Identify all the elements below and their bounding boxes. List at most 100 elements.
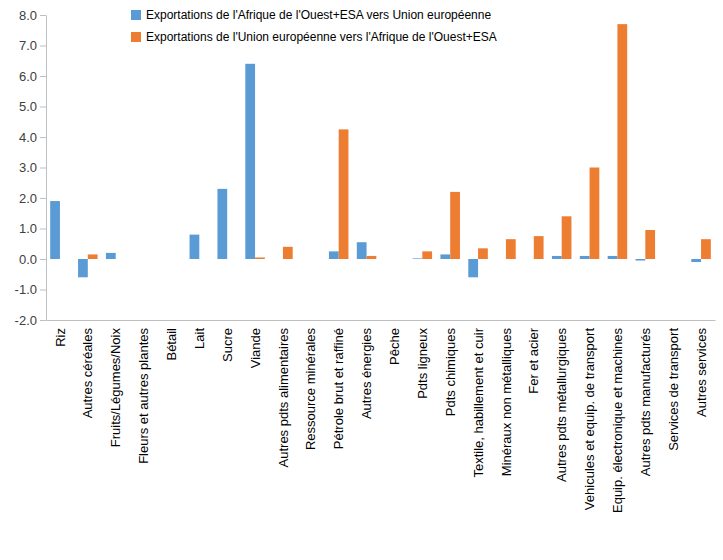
y-tick-label: 8.0 bbox=[19, 8, 37, 23]
y-tick-label: 2.0 bbox=[19, 191, 37, 206]
bar bbox=[385, 259, 395, 260]
legend: Exportations de l'Afrique de l'Ouest+ESA… bbox=[131, 8, 497, 44]
y-tick-mark bbox=[40, 76, 46, 77]
y-tick-mark bbox=[40, 229, 46, 230]
x-tick: Sucre bbox=[220, 320, 235, 362]
bar bbox=[367, 256, 377, 259]
bar bbox=[50, 201, 60, 259]
x-tick: Autres pdts alimentaires bbox=[275, 320, 290, 467]
y-axis-line bbox=[46, 16, 47, 321]
x-tick-label: Pdts ligneux bbox=[415, 328, 430, 399]
x-tick: Autres pdts manufacturés bbox=[638, 320, 653, 476]
bar bbox=[162, 259, 172, 260]
x-tick-label: Ressource minérales bbox=[303, 328, 318, 451]
y-tick: -2.0 bbox=[15, 313, 46, 328]
y-tick-label: 7.0 bbox=[19, 38, 37, 53]
y-tick-mark bbox=[40, 107, 46, 108]
y-tick: 1.0 bbox=[19, 221, 46, 236]
legend-entry: Exportations de l'Afrique de l'Ouest+ESA… bbox=[131, 8, 491, 22]
y-tick: -1.0 bbox=[15, 282, 46, 297]
bar bbox=[636, 259, 646, 261]
x-tick: Fruits/Légumes/Noix bbox=[108, 320, 123, 447]
x-tick: Fleurs et autres plantes bbox=[136, 320, 151, 464]
x-tick: Textile, habillement et cuir bbox=[471, 320, 486, 478]
bar bbox=[440, 254, 450, 259]
x-tick: Viande bbox=[248, 320, 263, 368]
bar bbox=[245, 64, 255, 259]
x-tick-label: Autres pdts manufacturés bbox=[638, 328, 653, 477]
bar bbox=[116, 259, 126, 260]
bar bbox=[144, 259, 154, 260]
x-tick-label: Fruits/Légumes/Noix bbox=[108, 328, 123, 448]
x-tick: Autres services bbox=[694, 320, 709, 417]
x-tick-label: Textile, habillement et cuir bbox=[471, 327, 486, 477]
bar bbox=[645, 230, 655, 259]
bar bbox=[673, 259, 683, 260]
bar bbox=[106, 253, 116, 259]
y-tick-label: -1.0 bbox=[15, 282, 37, 297]
x-tick-label: Equip. électronique et machines bbox=[610, 328, 625, 514]
y-tick-mark bbox=[40, 168, 46, 169]
bar bbox=[60, 259, 70, 260]
y-tick-mark bbox=[40, 259, 46, 260]
x-tick-label: Autres énergies bbox=[359, 328, 374, 420]
bar bbox=[468, 259, 478, 277]
x-tick: Autres pdts métallurgiques bbox=[554, 320, 569, 482]
bar bbox=[413, 258, 423, 260]
x-tick-label: Autres pdts alimentaires bbox=[275, 328, 290, 468]
x-tick-label: Autres céréales bbox=[80, 328, 95, 419]
x-tick: Pétrole brut et raffiné bbox=[331, 320, 346, 449]
y-tick-mark bbox=[40, 15, 46, 16]
x-tick-label: Autres services bbox=[694, 328, 709, 417]
bar bbox=[357, 242, 367, 259]
bar bbox=[450, 192, 460, 259]
bar bbox=[663, 259, 673, 260]
bar-series bbox=[88, 24, 711, 259]
bar bbox=[617, 24, 627, 259]
x-tick-label: Lait bbox=[192, 328, 207, 349]
bar-series bbox=[50, 64, 701, 277]
y-tick-mark bbox=[40, 290, 46, 291]
x-tick-label: Services de transport bbox=[666, 328, 681, 451]
x-tick-label: Viande bbox=[248, 328, 263, 368]
bar bbox=[273, 259, 283, 260]
x-tick: Pdts chimiques bbox=[443, 320, 458, 416]
x-tick-label: Fleurs et autres plantes bbox=[136, 328, 151, 464]
y-tick-label: 5.0 bbox=[19, 99, 37, 114]
x-tick-label: Pêche bbox=[387, 328, 402, 365]
bar bbox=[608, 256, 618, 259]
plot: -2.0-1.00.01.02.03.04.05.06.07.08.0RizAu… bbox=[15, 8, 716, 513]
bar bbox=[562, 216, 572, 259]
bar bbox=[199, 259, 209, 260]
bar bbox=[506, 239, 516, 259]
y-tick-mark bbox=[40, 198, 46, 199]
legend-swatch bbox=[131, 32, 141, 42]
y-tick: 8.0 bbox=[19, 8, 46, 23]
y-tick: 0.0 bbox=[19, 252, 46, 267]
bar bbox=[590, 168, 600, 260]
x-tick: Vehicules et equip. de transport bbox=[582, 320, 597, 510]
x-tick: Fer et acier bbox=[526, 320, 541, 394]
bar bbox=[329, 251, 339, 259]
bar bbox=[227, 259, 237, 260]
bar bbox=[478, 248, 488, 259]
x-tick-label: Sucre bbox=[220, 328, 235, 362]
y-tick: 2.0 bbox=[19, 191, 46, 206]
chart-svg: -2.0-1.00.01.02.03.04.05.06.07.08.0RizAu… bbox=[0, 0, 723, 560]
bar bbox=[301, 259, 311, 260]
bar bbox=[255, 257, 265, 259]
y-tick-mark bbox=[40, 137, 46, 138]
y-tick: 7.0 bbox=[19, 38, 46, 53]
x-tick: Bétail bbox=[164, 320, 179, 361]
bar bbox=[283, 247, 293, 259]
x-tick-label: Pdts chimiques bbox=[443, 328, 458, 417]
bar bbox=[691, 259, 701, 262]
x-tick: Equip. électronique et machines bbox=[610, 320, 625, 513]
y-tick: 5.0 bbox=[19, 99, 46, 114]
bar bbox=[496, 259, 506, 260]
x-tick: Pêche bbox=[387, 320, 402, 365]
bar bbox=[217, 189, 227, 259]
x-tick-label: Minéraux non métalliques bbox=[498, 328, 513, 477]
x-axis-line bbox=[47, 320, 716, 321]
y-tick-mark bbox=[40, 320, 46, 321]
